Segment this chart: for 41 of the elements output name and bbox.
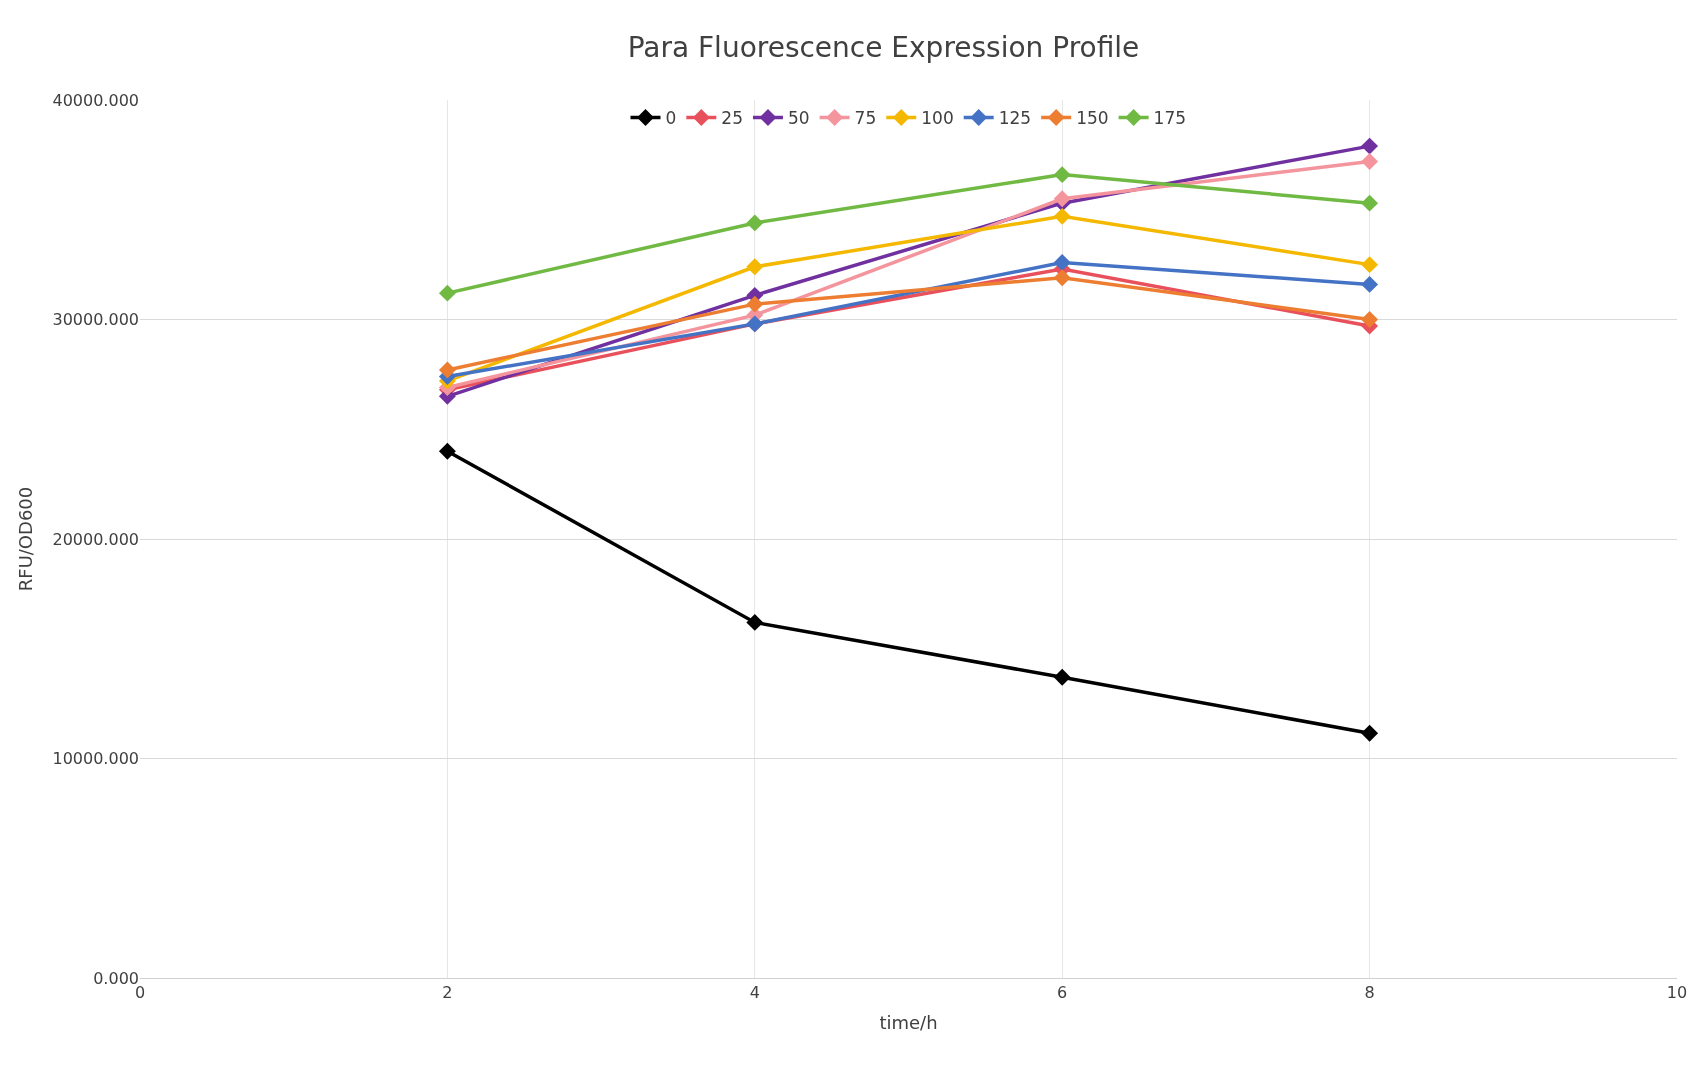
x-tick-label: 4	[749, 983, 760, 1003]
x-tick-label: 2	[442, 983, 453, 1003]
chart-title: Para Fluorescence Expression Profile	[627, 30, 1140, 64]
legend-label: 125	[998, 108, 1032, 129]
point	[746, 214, 764, 232]
point	[1053, 190, 1071, 208]
point	[1361, 256, 1379, 274]
point	[1053, 668, 1071, 686]
legend-label: 50	[787, 108, 810, 129]
point	[1361, 311, 1379, 328]
legend-label: 0	[665, 108, 677, 129]
y-tick-label: 10000.000	[52, 749, 139, 769]
point	[1361, 194, 1379, 212]
point	[438, 361, 456, 379]
point	[438, 284, 456, 302]
point	[1361, 275, 1379, 293]
legend-label: 175	[1153, 108, 1187, 129]
point	[746, 613, 764, 631]
legend-label: 25	[721, 108, 743, 129]
point	[746, 258, 764, 276]
y-tick-label: 20000.000	[52, 529, 139, 549]
point	[1053, 166, 1071, 184]
x-tick-label: 6	[1057, 983, 1068, 1003]
x-tick-label: 8	[1364, 983, 1375, 1003]
y-tick-label: 40000.000	[52, 90, 139, 110]
point	[1053, 207, 1071, 225]
x-tick-label: 10	[1666, 983, 1688, 1003]
point	[1361, 724, 1379, 742]
point	[1361, 137, 1379, 155]
legend-label: 75	[854, 108, 877, 129]
y-tick-label: 30000.000	[52, 310, 139, 330]
x-tick-label: 0	[134, 983, 146, 1003]
x-axis-title: time/h	[879, 1012, 938, 1034]
point	[746, 295, 764, 313]
point	[438, 442, 456, 460]
point	[1053, 253, 1071, 271]
legend-label: 100	[921, 108, 954, 129]
point	[1053, 269, 1071, 287]
legend-label: 150	[1076, 108, 1109, 129]
point	[1361, 153, 1379, 170]
y-axis-title: RFU/OD600	[14, 486, 36, 592]
